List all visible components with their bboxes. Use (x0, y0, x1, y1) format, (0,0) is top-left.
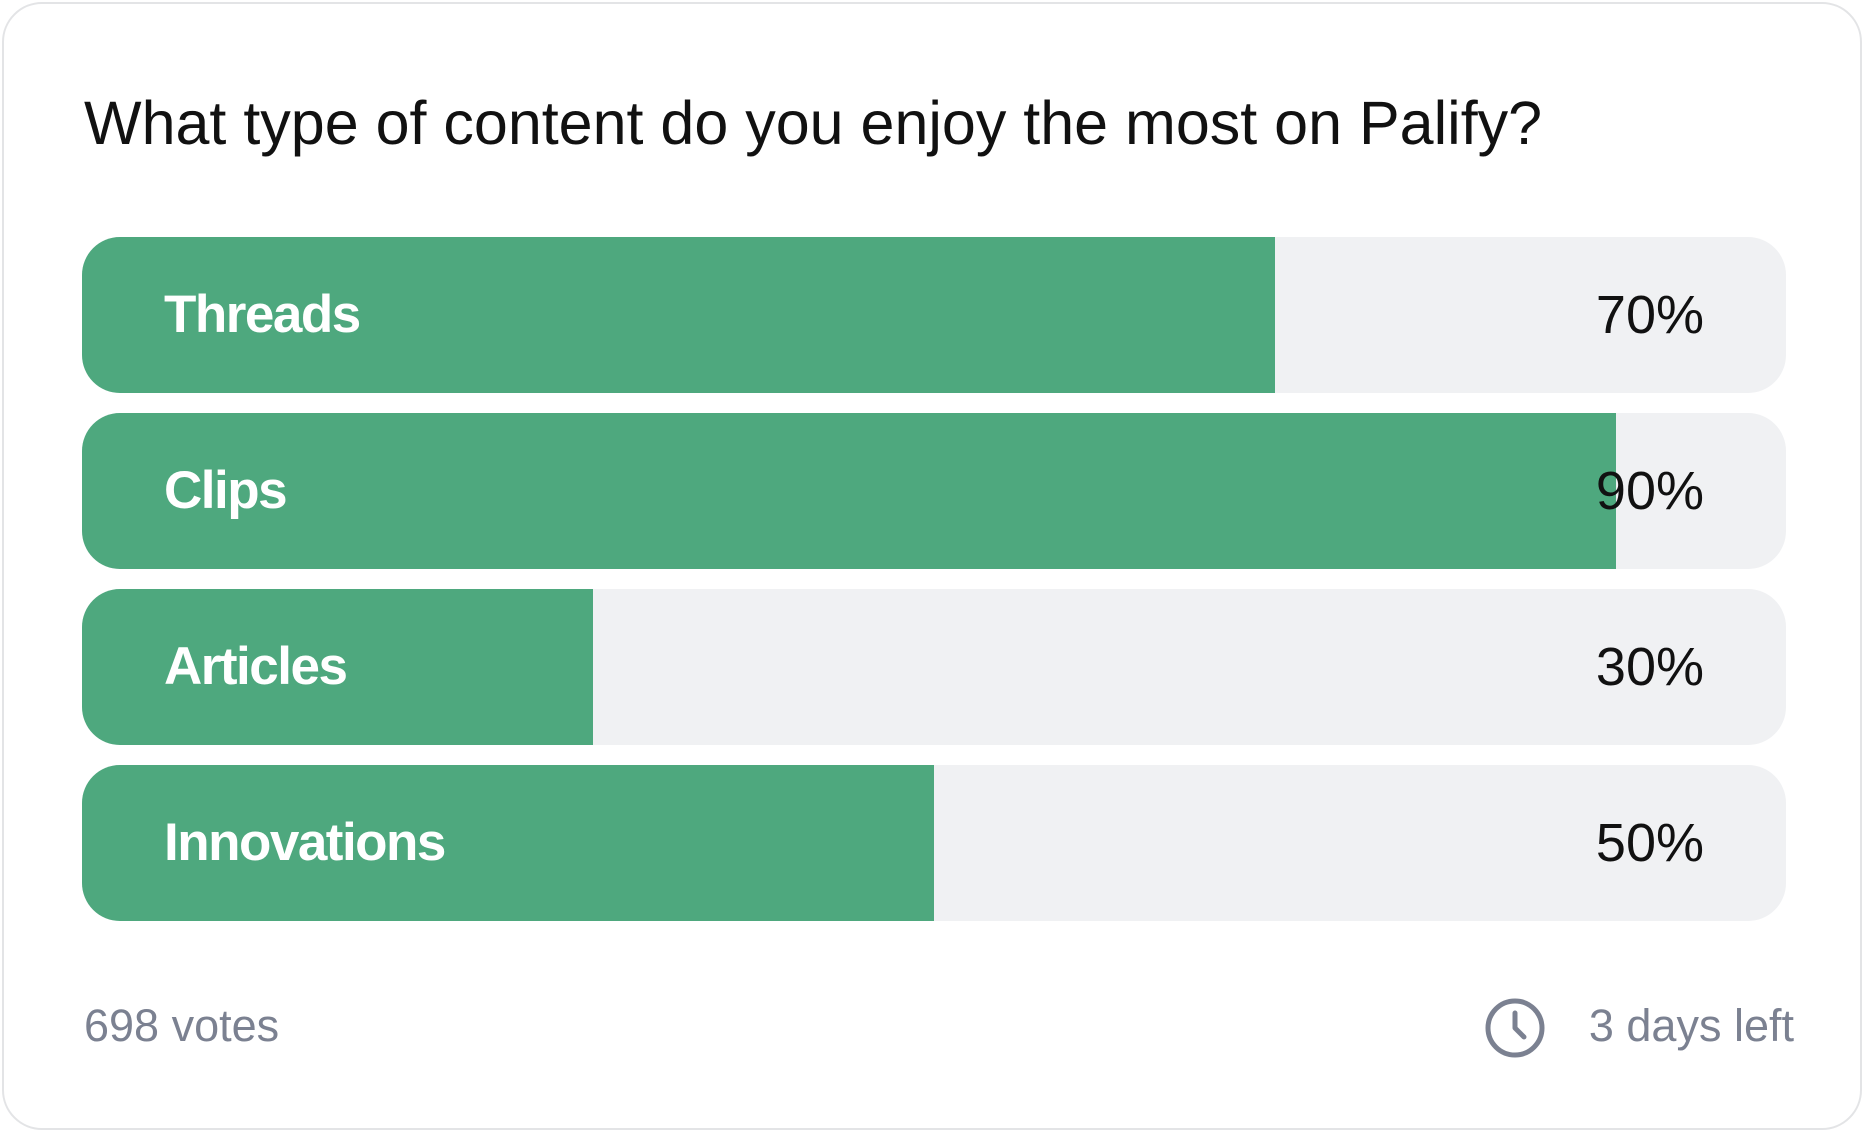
clock-icon (1485, 998, 1545, 1058)
poll-option[interactable]: Innovations 50% (82, 765, 1786, 921)
vote-count: 698 votes (84, 1000, 280, 1051)
option-label: Threads (164, 285, 361, 344)
option-percent: 30% (1595, 637, 1704, 697)
time-left: 3 days left (1588, 1000, 1794, 1051)
result-bar (82, 765, 934, 921)
option-percent: 50% (1595, 813, 1704, 873)
option-label: Clips (164, 461, 288, 520)
result-bar (82, 413, 1616, 569)
poll-option[interactable]: Clips 90% (82, 413, 1786, 569)
option-label: Innovations (164, 813, 446, 872)
result-bar (82, 237, 1275, 393)
poll-question: What type of content do you enjoy the mo… (84, 89, 1543, 157)
option-percent: 90% (1595, 461, 1704, 521)
poll-option[interactable]: Articles 30% (82, 589, 1786, 745)
option-label: Articles (164, 637, 348, 696)
poll-option[interactable]: Threads 70% (82, 237, 1786, 393)
option-percent: 70% (1595, 285, 1704, 345)
result-bar (82, 589, 594, 745)
